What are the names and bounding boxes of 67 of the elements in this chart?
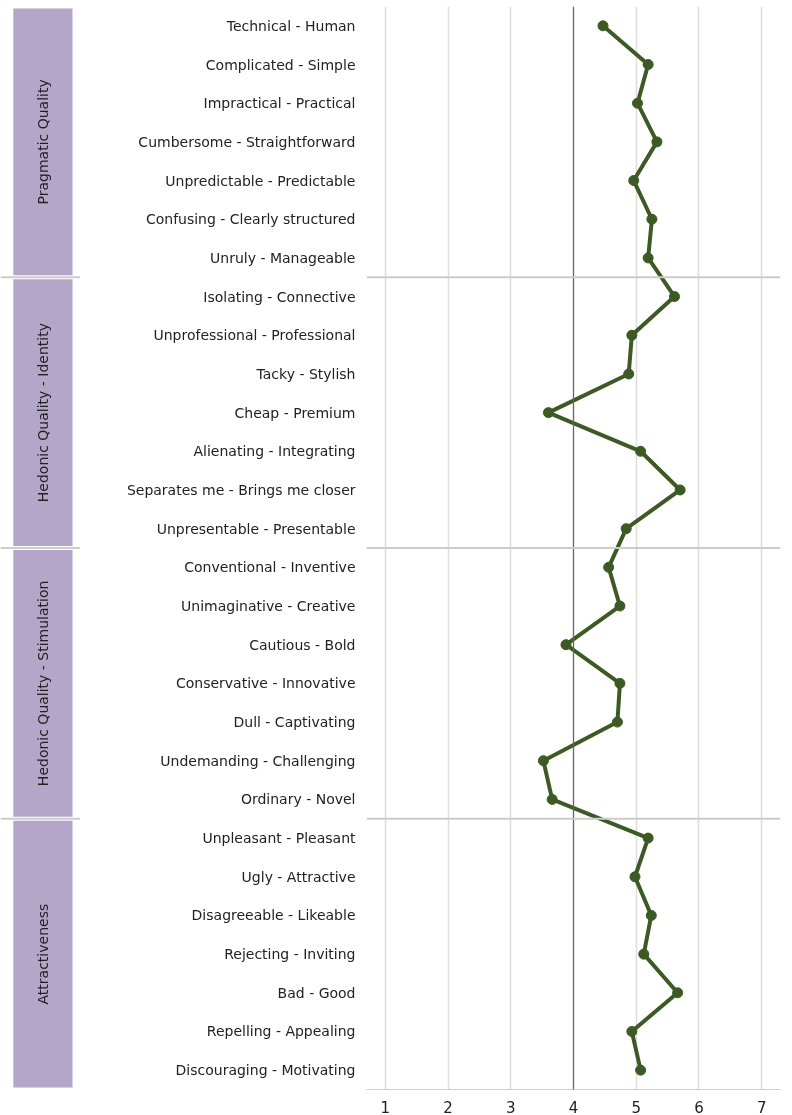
point — [620, 523, 632, 535]
point — [651, 136, 663, 148]
y-tick-label: Disagreeable - Likeable — [191, 907, 356, 924]
point — [560, 639, 572, 651]
y-tick-label: Undemanding - Challenging — [160, 752, 356, 769]
y-tick-label: Cautious - Bold — [249, 636, 356, 653]
y-tick-label: Dull - Captivating — [233, 714, 356, 731]
text: Pragmatic Quality — [34, 79, 51, 205]
point — [635, 1064, 647, 1076]
y-tick-label: Unpresentable - Presentable — [156, 520, 356, 537]
y-tick-label: Cumbersome - Straightforward — [138, 133, 356, 150]
y-tick-label: Ugly - Attractive — [241, 868, 356, 885]
point — [611, 716, 623, 728]
text: Hedonic Quality - Identity — [34, 323, 51, 503]
x-tick-label: 6 — [694, 1098, 704, 1115]
y-tick-label: Cheap - Premium — [234, 404, 356, 421]
y-tick-label: Unprofessional - Professional — [153, 327, 356, 344]
y-tick-label: Impractical - Practical — [203, 95, 356, 112]
y-tick-label: Technical - Human — [225, 17, 356, 34]
point — [672, 987, 684, 999]
y-tick-label: Isolating - Connective — [203, 288, 356, 305]
point — [645, 909, 657, 921]
y-tick-label: Alienating - Integrating — [193, 443, 356, 460]
y-tick-label: Tacky - Stylish — [255, 365, 356, 382]
y-tick-label: Conventional - Inventive — [184, 559, 356, 576]
y-tick-label: Bad - Good — [277, 984, 356, 1001]
point — [626, 329, 638, 341]
point — [614, 600, 626, 612]
point — [614, 677, 626, 689]
x-tick-label: 5 — [631, 1098, 641, 1115]
x-tick-label: 4 — [568, 1098, 579, 1115]
x-tick-label: 7 — [756, 1098, 767, 1115]
y-tick-label: Unimaginative - Creative — [181, 598, 356, 615]
point — [635, 445, 647, 457]
point — [597, 20, 609, 32]
x-tick-label: 1 — [380, 1098, 391, 1115]
point — [629, 871, 641, 883]
point — [674, 484, 686, 496]
point — [537, 755, 549, 767]
y-tick-label: Separates me - Brings me closer — [126, 481, 356, 498]
y-tick-label: Unpredictable - Predictable — [165, 172, 356, 189]
point — [642, 59, 654, 71]
point — [623, 368, 635, 380]
y-tick-label: Rejecting - Inviting — [224, 946, 356, 963]
x-tick-label: 3 — [506, 1098, 516, 1115]
point — [642, 832, 654, 844]
point — [546, 793, 558, 805]
y-tick-label: Ordinary - Novel — [240, 791, 356, 808]
point — [542, 407, 554, 419]
y-tick-label: Complicated - Simple — [205, 56, 356, 73]
text: Attractiveness — [34, 903, 51, 1005]
point — [638, 948, 650, 960]
y-tick-label: Conservative - Innovative — [175, 675, 356, 692]
text: Hedonic Quality - Stimulation — [34, 580, 51, 787]
point — [603, 561, 615, 573]
y-tick-label: Confusing - Clearly structured — [145, 211, 356, 228]
point — [646, 213, 658, 225]
point — [668, 291, 680, 303]
y-tick-label: Repelling - Appealing — [206, 1023, 356, 1040]
point — [628, 175, 640, 187]
point — [631, 97, 643, 109]
y-tick-label: Unruly - Manageable — [210, 249, 356, 266]
point — [626, 1025, 638, 1037]
x-tick-label: 2 — [443, 1098, 453, 1115]
point — [642, 252, 654, 264]
y-tick-label: Unpleasant - Pleasant — [202, 830, 357, 847]
y-tick-label: Discouraging - Motivating — [175, 1062, 356, 1079]
